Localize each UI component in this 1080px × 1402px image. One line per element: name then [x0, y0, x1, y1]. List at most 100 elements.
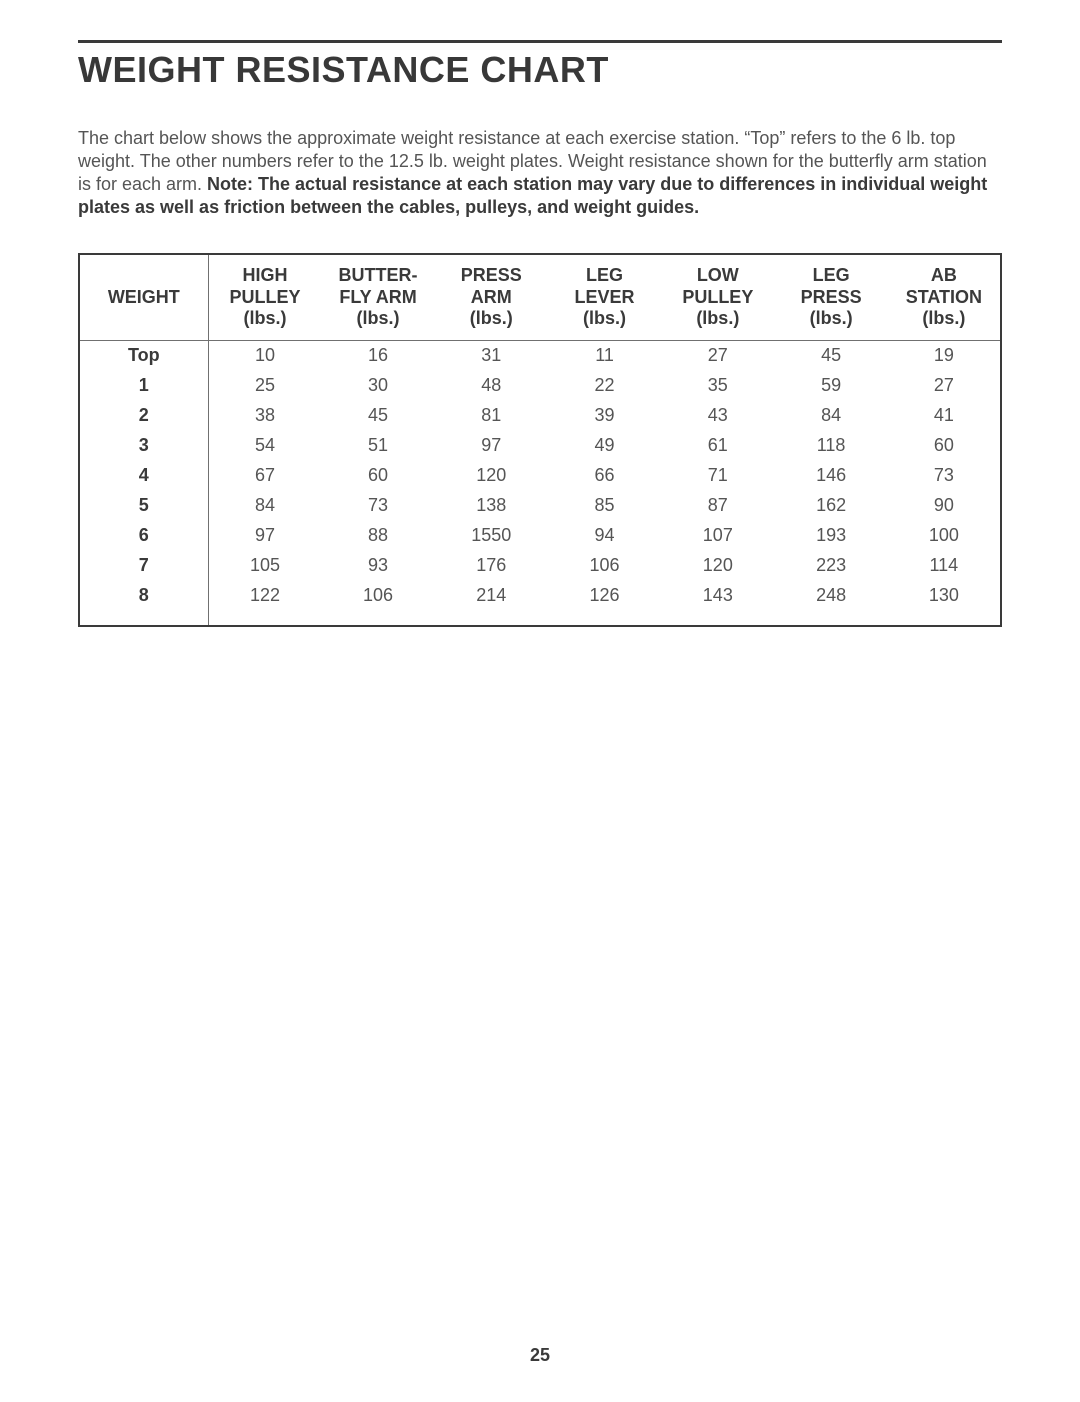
cell-value: 162: [774, 490, 887, 520]
weight-resistance-table: WEIGHT HIGH PULLEY (lbs.) BUTTER- FLY AR…: [78, 253, 1002, 627]
cell-value: 31: [435, 340, 548, 370]
table-row: Top 10 16 31 11 27 45 19: [79, 340, 1001, 370]
header-line: HIGH: [243, 265, 288, 285]
table-row: 5 84 73 138 85 87 162 90: [79, 490, 1001, 520]
cell-value: 88: [321, 520, 434, 550]
page-title: WEIGHT RESISTANCE CHART: [78, 49, 1002, 91]
table-row: 4 67 60 120 66 71 146 73: [79, 460, 1001, 490]
header-line: LEG: [586, 265, 623, 285]
cell-value: 214: [435, 580, 548, 610]
cell-value: 122: [208, 580, 321, 610]
cell-value: 35: [661, 370, 774, 400]
cell-value: 60: [321, 460, 434, 490]
cell-value: 193: [774, 520, 887, 550]
cell-value: 60: [888, 430, 1001, 460]
cell-value: 45: [774, 340, 887, 370]
cell-weight: 5: [79, 490, 208, 520]
cell-value: 1550: [435, 520, 548, 550]
cell-value: 27: [888, 370, 1001, 400]
cell-value: 25: [208, 370, 321, 400]
header-line: WEIGHT: [108, 287, 180, 307]
cell-value: 94: [548, 520, 661, 550]
header-line: FLY ARM: [339, 287, 416, 307]
header-line: AB: [931, 265, 957, 285]
table-row: 8 122 106 214 126 143 248 130: [79, 580, 1001, 610]
cell-value: 114: [888, 550, 1001, 580]
cell-weight: 4: [79, 460, 208, 490]
cell-value: 71: [661, 460, 774, 490]
cell-value: 81: [435, 400, 548, 430]
cell-value: 39: [548, 400, 661, 430]
cell-value: 48: [435, 370, 548, 400]
cell-value: 73: [888, 460, 1001, 490]
header-line: PULLEY: [682, 287, 753, 307]
cell-value: 66: [548, 460, 661, 490]
cell-value: 138: [435, 490, 548, 520]
cell-value: 90: [888, 490, 1001, 520]
cell-value: 84: [774, 400, 887, 430]
cell-value: 45: [321, 400, 434, 430]
cell-value: 107: [661, 520, 774, 550]
header-line: LEVER: [575, 287, 635, 307]
cell-value: 106: [321, 580, 434, 610]
cell-value: 130: [888, 580, 1001, 610]
cell-value: 67: [208, 460, 321, 490]
cell-value: 73: [321, 490, 434, 520]
cell-weight: 3: [79, 430, 208, 460]
cell-weight: Top: [79, 340, 208, 370]
col-header-press-arm: PRESS ARM (lbs.): [435, 254, 548, 340]
cell-value: 97: [208, 520, 321, 550]
cell-weight: 7: [79, 550, 208, 580]
cell-value: 61: [661, 430, 774, 460]
cell-value: 54: [208, 430, 321, 460]
header-line: LEG: [813, 265, 850, 285]
header-line: (lbs.): [470, 308, 513, 328]
table-header-row: WEIGHT HIGH PULLEY (lbs.) BUTTER- FLY AR…: [79, 254, 1001, 340]
cell-value: 27: [661, 340, 774, 370]
cell-value: 38: [208, 400, 321, 430]
cell-value: 120: [661, 550, 774, 580]
cell-value: 143: [661, 580, 774, 610]
header-line: STATION: [906, 287, 982, 307]
header-line: BUTTER-: [339, 265, 418, 285]
cell-value: 87: [661, 490, 774, 520]
cell-value: 19: [888, 340, 1001, 370]
col-header-ab-station: AB STATION (lbs.): [888, 254, 1001, 340]
header-line: LOW: [697, 265, 739, 285]
cell-value: 30: [321, 370, 434, 400]
document-page: WEIGHT RESISTANCE CHART The chart below …: [0, 0, 1080, 1402]
cell-value: 11: [548, 340, 661, 370]
cell-value: 22: [548, 370, 661, 400]
table-row: 1 25 30 48 22 35 59 27: [79, 370, 1001, 400]
cell-value: 118: [774, 430, 887, 460]
header-line: (lbs.): [583, 308, 626, 328]
cell-value: 10: [208, 340, 321, 370]
cell-value: 85: [548, 490, 661, 520]
table-row: 7 105 93 176 106 120 223 114: [79, 550, 1001, 580]
table-spacer-row: [79, 610, 1001, 626]
header-line: PRESS: [801, 287, 862, 307]
header-line: (lbs.): [244, 308, 287, 328]
header-line: (lbs.): [922, 308, 965, 328]
cell-value: 97: [435, 430, 548, 460]
cell-value: 146: [774, 460, 887, 490]
cell-value: 106: [548, 550, 661, 580]
col-header-high-pulley: HIGH PULLEY (lbs.): [208, 254, 321, 340]
header-line: (lbs.): [810, 308, 853, 328]
table-row: 2 38 45 81 39 43 84 41: [79, 400, 1001, 430]
cell-weight: 2: [79, 400, 208, 430]
table-body: Top 10 16 31 11 27 45 19 1 25 30 48 22 3…: [79, 340, 1001, 626]
header-line: PULLEY: [230, 287, 301, 307]
cell-value: 43: [661, 400, 774, 430]
table-row: 6 97 88 1550 94 107 193 100: [79, 520, 1001, 550]
cell-weight: 6: [79, 520, 208, 550]
col-header-leg-press: LEG PRESS (lbs.): [774, 254, 887, 340]
cell-value: 126: [548, 580, 661, 610]
col-header-butterfly-arm: BUTTER- FLY ARM (lbs.): [321, 254, 434, 340]
col-header-low-pulley: LOW PULLEY (lbs.): [661, 254, 774, 340]
cell-value: 105: [208, 550, 321, 580]
title-rule: [78, 40, 1002, 43]
cell-value: 120: [435, 460, 548, 490]
header-line: PRESS: [461, 265, 522, 285]
cell-value: 248: [774, 580, 887, 610]
